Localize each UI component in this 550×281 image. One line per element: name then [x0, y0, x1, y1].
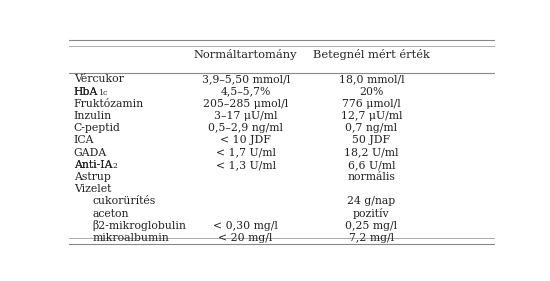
Text: Anti-IA: Anti-IA: [74, 160, 112, 170]
Text: 776 μmol/l: 776 μmol/l: [342, 99, 401, 109]
Text: 0,5–2,9 ng/ml: 0,5–2,9 ng/ml: [208, 123, 283, 133]
Text: Fruktózamin: Fruktózamin: [74, 99, 144, 109]
Text: < 1,3 U/ml: < 1,3 U/ml: [216, 160, 276, 170]
Text: 18,2 U/ml: 18,2 U/ml: [344, 148, 399, 158]
Text: Vizelet: Vizelet: [74, 184, 111, 194]
Text: Vércukor: Vércukor: [74, 74, 124, 84]
Text: < 10 JDF: < 10 JDF: [220, 135, 271, 146]
Text: Normáltartomány: Normáltartomány: [194, 49, 298, 60]
Text: aceton: aceton: [92, 209, 129, 219]
Text: 3–17 μU/ml: 3–17 μU/ml: [214, 111, 277, 121]
Text: 18,0 mmol/l: 18,0 mmol/l: [339, 74, 404, 84]
Text: 6,6 U/ml: 6,6 U/ml: [348, 160, 395, 170]
Text: Anti-IA: Anti-IA: [74, 160, 112, 170]
Text: ICA: ICA: [74, 135, 95, 146]
Text: HbA: HbA: [74, 87, 98, 97]
Text: C-peptid: C-peptid: [74, 123, 121, 133]
Text: 0,7 ng/ml: 0,7 ng/ml: [345, 123, 398, 133]
Text: 0,25 mg/l: 0,25 mg/l: [345, 221, 398, 231]
Text: pozitív: pozitív: [353, 208, 390, 219]
Text: 3,9–5,50 mmol/l: 3,9–5,50 mmol/l: [201, 74, 290, 84]
Text: β2-mikroglobulin: β2-mikroglobulin: [92, 220, 186, 231]
Text: cukorürítés: cukorürítés: [92, 196, 156, 207]
Text: < 1,7 U/ml: < 1,7 U/ml: [216, 148, 276, 158]
Text: 20%: 20%: [359, 87, 383, 97]
Text: 1c: 1c: [98, 89, 108, 97]
Text: Inzulin: Inzulin: [74, 111, 112, 121]
Text: normális: normális: [348, 172, 395, 182]
Text: 12,7 μU/ml: 12,7 μU/ml: [340, 111, 402, 121]
Text: < 20 mg/l: < 20 mg/l: [218, 233, 273, 243]
Text: < 0,30 mg/l: < 0,30 mg/l: [213, 221, 278, 231]
Text: HbA: HbA: [74, 87, 98, 97]
Text: 205–285 μmol/l: 205–285 μmol/l: [203, 99, 288, 109]
Text: GADA: GADA: [74, 148, 107, 158]
Text: mikroalbumin: mikroalbumin: [92, 233, 169, 243]
Text: 50 JDF: 50 JDF: [353, 135, 390, 146]
Text: 2: 2: [112, 162, 117, 170]
Text: Betegnél mért érték: Betegnél mért érték: [313, 49, 430, 60]
Text: 7,2 mg/l: 7,2 mg/l: [349, 233, 394, 243]
Text: 24 g/nap: 24 g/nap: [347, 196, 395, 207]
Text: 4,5–5,7%: 4,5–5,7%: [221, 87, 271, 97]
Text: Astrup: Astrup: [74, 172, 111, 182]
